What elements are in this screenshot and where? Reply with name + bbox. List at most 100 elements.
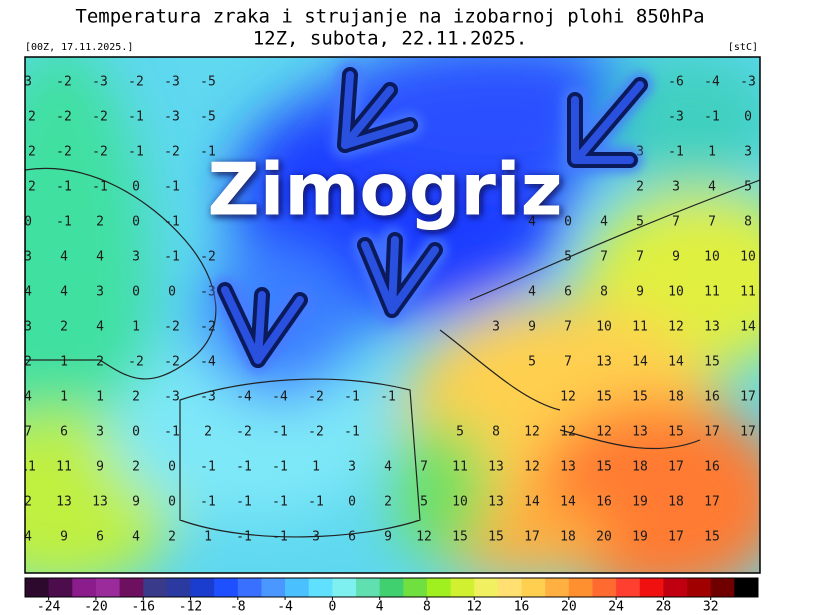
colorbar-label: 28 xyxy=(656,600,672,615)
grid-value: -2 xyxy=(56,110,72,125)
grid-value: -2 xyxy=(200,320,216,335)
colorbar-label: 12 xyxy=(466,600,482,615)
colorbar-cell xyxy=(25,578,50,597)
grid-value: -1 xyxy=(92,180,108,195)
grid-value: -1 xyxy=(128,110,144,125)
grid-value: 19 xyxy=(632,495,648,510)
grid-value: -1 xyxy=(668,145,684,160)
grid-value: -2 xyxy=(164,145,180,160)
grid-value: 17 xyxy=(704,425,720,440)
grid-value: 3 xyxy=(312,530,320,545)
grid-value: 3 xyxy=(24,250,32,265)
grid-value: 5 xyxy=(420,495,428,510)
grid-value: 17 xyxy=(740,390,756,405)
grid-value: 4 xyxy=(24,530,32,545)
grid-value: 10 xyxy=(668,285,684,300)
grid-value: 12 xyxy=(416,530,432,545)
grid-value: 4 xyxy=(60,285,68,300)
grid-value: 13 xyxy=(56,495,72,510)
grid-value: 4 xyxy=(528,285,536,300)
grid-value: 9 xyxy=(132,495,140,510)
grid-value: 4 xyxy=(96,250,104,265)
grid-value: -1 xyxy=(272,460,288,475)
grid-value: 4 xyxy=(384,460,392,475)
grid-value: 10 xyxy=(596,320,612,335)
colorbar-cell xyxy=(545,578,570,597)
colorbar-cell xyxy=(72,578,97,597)
grid-value: 3 xyxy=(24,75,32,90)
grid-value: 15 xyxy=(668,425,684,440)
colorbar-label: -8 xyxy=(230,600,246,615)
grid-value: -2 xyxy=(92,145,108,160)
grid-value: -4 xyxy=(236,390,252,405)
colorbar-label: -12 xyxy=(179,600,202,615)
grid-value: -1 xyxy=(272,495,288,510)
subtitle: 12Z, subota, 22.11.2025. xyxy=(253,28,528,50)
grid-value: 10 xyxy=(452,495,468,510)
colorbar-cell xyxy=(734,578,759,597)
grid-value: 0 xyxy=(132,180,140,195)
colorbar-cell xyxy=(521,578,546,597)
grid-value: 14 xyxy=(668,355,684,370)
colorbar-cell xyxy=(332,578,357,597)
grid-value: 11 xyxy=(20,460,36,475)
grid-value: -6 xyxy=(668,75,684,90)
grid-value: 7 xyxy=(420,460,428,475)
wind-arrows xyxy=(212,62,653,373)
grid-value: 20 xyxy=(596,530,612,545)
grid-value: 18 xyxy=(560,530,576,545)
grid-value: 5 xyxy=(528,355,536,370)
grid-value: 0 xyxy=(168,495,176,510)
grid-value: 9 xyxy=(528,320,536,335)
overlay-label: Zimogriz xyxy=(207,148,562,232)
grid-value: 7 xyxy=(672,215,680,230)
grid-value: 7 xyxy=(564,320,572,335)
grid-value: -1 xyxy=(164,215,180,230)
grid-value: 12 xyxy=(596,425,612,440)
grid-value: -1 xyxy=(236,530,252,545)
colorbar-cell xyxy=(95,578,121,597)
colorbar-label: -4 xyxy=(277,600,293,615)
grid-value: 1 xyxy=(96,390,104,405)
grid-value: -3 xyxy=(92,75,108,90)
grid-value: -3 xyxy=(740,75,756,90)
colorbar-cell xyxy=(426,578,452,597)
grid-value: 4 xyxy=(60,250,68,265)
grid-value: 12 xyxy=(668,320,684,335)
colorbar-cell xyxy=(119,578,144,597)
grid-value: 11 xyxy=(56,460,72,475)
grid-value: 1 xyxy=(132,320,140,335)
grid-value: 5 xyxy=(636,215,644,230)
grid-value: -1 xyxy=(380,390,396,405)
map-frame xyxy=(24,56,761,574)
grid-value: 14 xyxy=(740,320,756,335)
grid-value: 2 xyxy=(60,320,68,335)
grid-value: -4 xyxy=(200,355,216,370)
grid-value: 2 xyxy=(204,425,212,440)
grid-value: 13 xyxy=(488,495,504,510)
grid-value: 0 xyxy=(744,110,752,125)
grid-value: 3 xyxy=(492,320,500,335)
grid-value: -2 xyxy=(128,75,144,90)
colorbar-label: -24 xyxy=(37,600,61,615)
grid-value: 3 xyxy=(744,145,752,160)
grid-value: 1 xyxy=(204,530,212,545)
grid-value: 18 xyxy=(668,390,684,405)
colorbar-label: -16 xyxy=(131,600,154,615)
grid-value: 13 xyxy=(596,355,612,370)
grid-value: 11 xyxy=(452,460,468,475)
grid-value: 2 xyxy=(132,390,140,405)
grid-value: 2 xyxy=(24,355,32,370)
colorbar-cell xyxy=(285,578,310,597)
colorbar-cell xyxy=(616,578,641,597)
colorbar-label: 16 xyxy=(514,600,530,615)
grid-value: 10 xyxy=(740,250,756,265)
grid-value: 4 xyxy=(708,180,716,195)
grid-value: -2 xyxy=(164,355,180,370)
grid-value: -1 xyxy=(236,460,252,475)
grid-value: 17 xyxy=(668,530,684,545)
grid-value: 18 xyxy=(632,460,648,475)
grid-value: -3 xyxy=(164,390,180,405)
grid-value: 15 xyxy=(596,460,612,475)
colorbar-cell xyxy=(568,578,593,597)
